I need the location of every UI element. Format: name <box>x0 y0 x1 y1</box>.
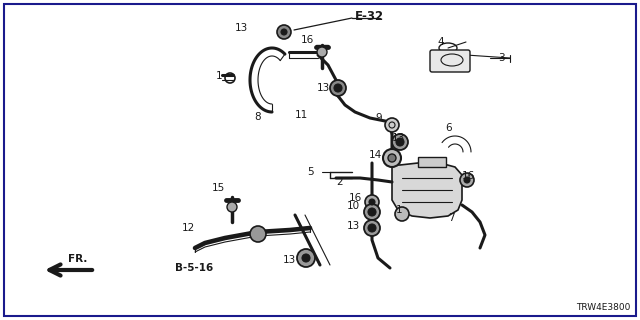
Text: 13: 13 <box>235 23 248 33</box>
Text: B-5-16: B-5-16 <box>175 263 213 273</box>
Circle shape <box>460 173 474 187</box>
Text: 13: 13 <box>283 255 296 265</box>
Text: 13: 13 <box>347 221 360 231</box>
Circle shape <box>317 47 327 57</box>
Text: TRW4E3800: TRW4E3800 <box>575 303 630 312</box>
Circle shape <box>395 207 409 221</box>
Text: 10: 10 <box>347 201 360 211</box>
Text: 16: 16 <box>349 193 362 203</box>
Circle shape <box>388 154 396 162</box>
Circle shape <box>365 195 379 209</box>
Circle shape <box>302 254 310 262</box>
Circle shape <box>227 202 237 212</box>
Text: E-32: E-32 <box>355 10 384 22</box>
Circle shape <box>277 25 291 39</box>
Circle shape <box>385 118 399 132</box>
Circle shape <box>364 220 380 236</box>
Text: 2: 2 <box>336 177 342 187</box>
Circle shape <box>250 226 266 242</box>
Text: 15: 15 <box>212 183 225 193</box>
Circle shape <box>464 177 470 183</box>
Text: 4: 4 <box>437 37 444 47</box>
Circle shape <box>330 80 346 96</box>
Text: 3: 3 <box>498 53 504 63</box>
Circle shape <box>368 224 376 232</box>
Circle shape <box>297 249 315 267</box>
Text: 16: 16 <box>462 171 476 181</box>
Circle shape <box>334 84 342 92</box>
Text: 6: 6 <box>445 123 452 133</box>
Circle shape <box>383 149 401 167</box>
Text: 14: 14 <box>369 150 382 160</box>
Circle shape <box>369 199 375 205</box>
Text: 1: 1 <box>396 205 403 215</box>
Circle shape <box>281 29 287 35</box>
Text: 9: 9 <box>376 113 382 123</box>
Circle shape <box>364 204 380 220</box>
Text: 11: 11 <box>295 110 308 120</box>
Text: 12: 12 <box>182 223 195 233</box>
Text: 5: 5 <box>307 167 314 177</box>
Polygon shape <box>392 163 462 218</box>
Text: 13: 13 <box>392 133 405 143</box>
Text: 13: 13 <box>317 83 330 93</box>
Circle shape <box>392 134 408 150</box>
Text: FR.: FR. <box>68 254 88 264</box>
Circle shape <box>368 208 376 216</box>
Text: 16: 16 <box>301 35 314 45</box>
FancyBboxPatch shape <box>430 50 470 72</box>
Circle shape <box>396 138 404 146</box>
Bar <box>418 157 446 167</box>
Text: 8: 8 <box>255 112 261 122</box>
Text: 1: 1 <box>216 71 222 81</box>
Text: 7: 7 <box>448 213 454 223</box>
